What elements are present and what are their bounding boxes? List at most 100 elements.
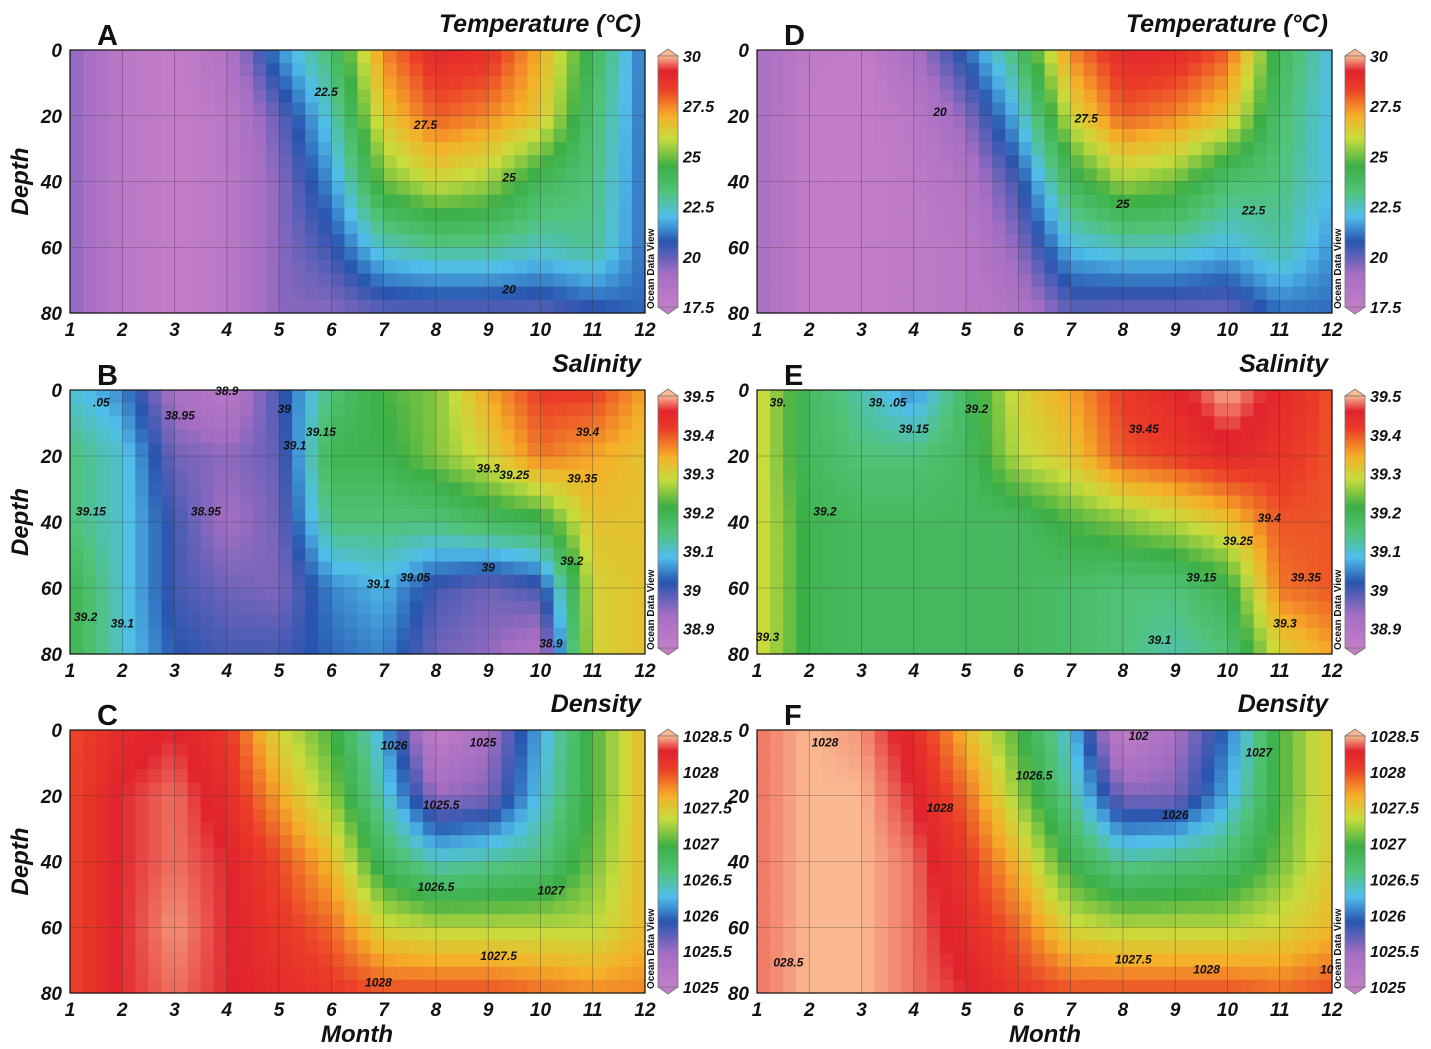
heatmap-cell — [796, 142, 810, 156]
x-tick-label: 1 — [752, 320, 763, 341]
heatmap-cell — [1109, 89, 1124, 104]
heatmap-cell — [1188, 548, 1202, 563]
heatmap-cell — [1305, 403, 1320, 417]
heatmap-cell — [514, 887, 528, 902]
heatmap-cell — [226, 286, 241, 301]
heatmap-cell — [553, 234, 568, 248]
heatmap-cell — [527, 914, 542, 928]
heatmap-cell — [1240, 50, 1255, 64]
heatmap-cell — [1162, 207, 1176, 222]
heatmap-cell — [396, 966, 411, 981]
heatmap-cell — [783, 522, 797, 536]
heatmap-cell — [305, 848, 319, 863]
heatmap-cell — [448, 795, 463, 810]
heatmap-cell — [540, 887, 555, 902]
heatmap-cell — [1240, 155, 1255, 169]
heatmap-cell — [383, 861, 398, 876]
heatmap-cell — [770, 548, 784, 563]
heatmap-cell — [605, 416, 620, 431]
heatmap-cell — [757, 627, 771, 642]
heatmap-cell — [292, 756, 306, 771]
heatmap-cell — [1201, 495, 1215, 510]
colorbar-bottom-arrow — [1343, 306, 1367, 315]
heatmap-cell — [939, 155, 954, 169]
heatmap-cell — [383, 535, 398, 549]
heatmap-cell — [848, 874, 863, 889]
heatmap-cell — [1240, 142, 1255, 156]
heatmap-cell — [809, 953, 823, 968]
heatmap-cell — [96, 469, 110, 483]
heatmap-cell — [926, 927, 941, 941]
heatmap-cell — [1135, 128, 1150, 143]
heatmap-cell — [1083, 574, 1098, 589]
heatmap-cell — [809, 50, 823, 64]
heatmap-cell — [226, 640, 241, 655]
heatmap-cell — [396, 782, 411, 797]
heatmap-cell — [605, 168, 620, 183]
heatmap-cell — [213, 640, 228, 655]
heatmap-cell — [1318, 627, 1333, 642]
heatmap-cell — [174, 900, 189, 915]
heatmap-cell — [135, 914, 150, 928]
heatmap-cell — [109, 979, 123, 994]
heatmap-cell — [514, 743, 528, 757]
heatmap-cell — [926, 495, 941, 510]
heatmap-cell — [187, 887, 202, 902]
heatmap-cell — [409, 63, 424, 77]
heatmap-cell — [1057, 416, 1072, 431]
heatmap-cell — [757, 795, 771, 810]
heatmap-cell — [148, 89, 163, 104]
heatmap-cell — [70, 482, 84, 497]
x-tick-label: 2 — [116, 1000, 128, 1021]
heatmap-cell — [1109, 115, 1124, 130]
heatmap-cell — [122, 89, 136, 104]
heatmap-cell — [448, 769, 463, 784]
heatmap-cell — [148, 522, 163, 536]
heatmap-cell — [1109, 416, 1124, 431]
heatmap-cell — [279, 914, 293, 928]
heatmap-cell — [161, 115, 176, 130]
heatmap-cell — [1227, 522, 1242, 536]
heatmap-cell — [757, 273, 771, 288]
heatmap-cell — [1279, 220, 1294, 235]
heatmap-cell — [835, 390, 850, 404]
heatmap-cell — [631, 456, 646, 470]
heatmap-cell — [305, 601, 319, 615]
heatmap-cell — [239, 416, 254, 431]
heatmap-cell — [318, 795, 332, 810]
heatmap-cell — [1305, 286, 1320, 301]
heatmap-cell — [592, 979, 607, 994]
heatmap-cell — [109, 128, 123, 143]
heatmap-cell — [887, 522, 902, 536]
heatmap-cell — [540, 966, 555, 981]
heatmap-cell — [344, 614, 359, 629]
heatmap-cell — [226, 155, 241, 169]
heatmap-cell — [1214, 588, 1229, 602]
heatmap-cell — [318, 50, 332, 64]
contour-label: 39. — [770, 396, 787, 410]
heatmap-cell — [239, 482, 254, 497]
heatmap-cell — [109, 730, 123, 744]
heatmap-cell — [770, 155, 784, 169]
heatmap-cell — [1031, 588, 1046, 602]
heatmap-cell — [213, 220, 228, 235]
heatmap-cell — [292, 548, 306, 563]
heatmap-cell — [161, 835, 176, 849]
heatmap-cell — [292, 403, 306, 417]
heatmap-cell — [618, 207, 633, 222]
heatmap-cell — [501, 927, 515, 941]
heatmap-cell — [796, 614, 810, 629]
heatmap-cell — [1005, 299, 1019, 314]
heatmap-cell — [226, 102, 241, 117]
heatmap-cell — [1279, 390, 1294, 404]
heatmap-cell — [1318, 286, 1333, 301]
heatmap-cell — [1227, 495, 1242, 510]
heatmap-cell — [1135, 574, 1150, 589]
heatmap-cell — [822, 900, 837, 915]
heatmap-cell — [1279, 508, 1294, 523]
heatmap-cell — [252, 535, 267, 549]
heatmap-cell — [409, 861, 424, 876]
heatmap-cell — [1279, 535, 1294, 549]
heatmap-cell — [900, 76, 915, 91]
heatmap-cell — [770, 482, 784, 497]
